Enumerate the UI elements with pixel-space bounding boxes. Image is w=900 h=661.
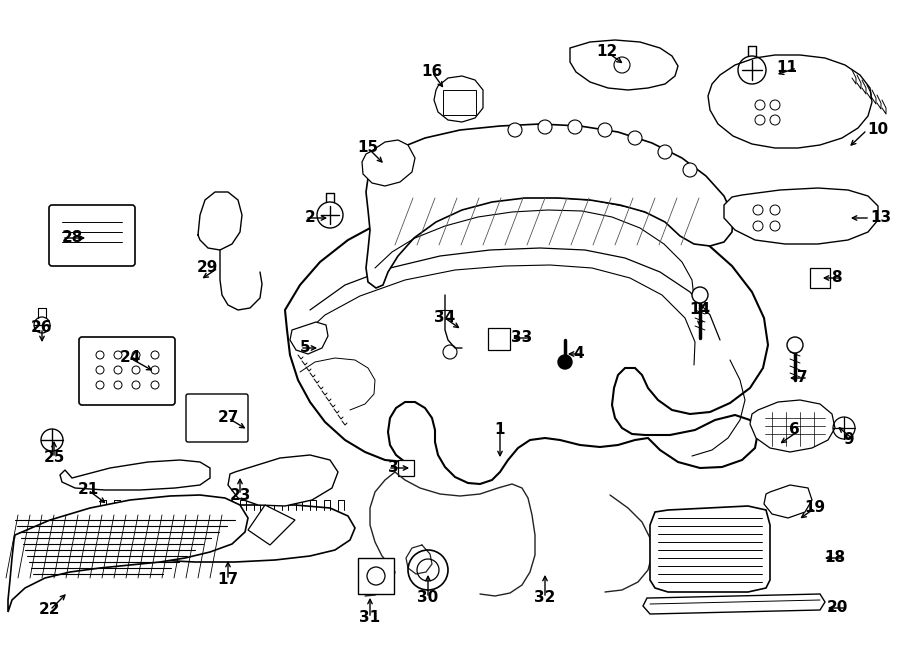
Text: 4: 4 [573,346,584,362]
Polygon shape [750,400,835,452]
Text: 26: 26 [32,321,53,336]
FancyBboxPatch shape [79,337,175,405]
Polygon shape [434,76,483,122]
Text: 27: 27 [217,410,239,426]
Circle shape [508,123,522,137]
Polygon shape [810,268,830,288]
Text: 22: 22 [40,602,61,617]
Circle shape [598,123,612,137]
Polygon shape [8,495,248,612]
Polygon shape [358,558,394,594]
Polygon shape [650,506,770,592]
Polygon shape [80,505,355,562]
Text: 30: 30 [418,590,438,605]
Text: 20: 20 [826,600,848,615]
FancyBboxPatch shape [186,394,248,442]
Polygon shape [60,460,210,490]
Circle shape [628,131,642,145]
Polygon shape [724,188,878,244]
Polygon shape [290,322,328,354]
Polygon shape [398,460,414,476]
Text: 16: 16 [421,65,443,79]
Polygon shape [285,197,768,484]
Text: 28: 28 [62,231,84,245]
Polygon shape [366,124,733,288]
Text: 23: 23 [230,488,251,502]
Text: 17: 17 [218,572,238,588]
Text: 13: 13 [870,210,891,225]
Circle shape [683,163,697,177]
Polygon shape [708,55,872,148]
Polygon shape [362,140,415,186]
Text: 14: 14 [689,303,711,317]
Text: 3: 3 [388,461,399,475]
Text: 25: 25 [43,451,65,465]
Polygon shape [228,455,338,506]
Circle shape [568,120,582,134]
Polygon shape [764,485,812,518]
Text: 21: 21 [77,483,99,498]
Circle shape [787,337,803,353]
Text: 2: 2 [305,210,316,225]
Text: 5: 5 [300,340,310,356]
Text: 15: 15 [357,141,379,155]
Polygon shape [443,90,476,115]
Text: 7: 7 [797,371,808,385]
Circle shape [658,145,672,159]
Circle shape [558,355,572,369]
Text: 18: 18 [824,551,845,566]
Text: 19: 19 [805,500,825,516]
Text: 8: 8 [832,270,842,286]
Text: 31: 31 [359,611,381,625]
Text: 6: 6 [789,422,800,438]
Text: 33: 33 [511,330,532,346]
Circle shape [538,120,552,134]
Polygon shape [248,505,295,545]
Text: 11: 11 [776,61,797,75]
Polygon shape [488,328,510,350]
Polygon shape [570,40,678,90]
Text: 9: 9 [843,432,854,447]
Text: 12: 12 [597,44,617,59]
Text: 34: 34 [435,311,455,325]
Circle shape [692,287,708,303]
Text: 24: 24 [120,350,140,366]
Text: 10: 10 [867,122,888,137]
FancyBboxPatch shape [49,205,135,266]
Text: 32: 32 [535,590,555,605]
Text: 1: 1 [495,422,505,438]
Polygon shape [643,594,825,614]
Text: 29: 29 [196,260,218,276]
